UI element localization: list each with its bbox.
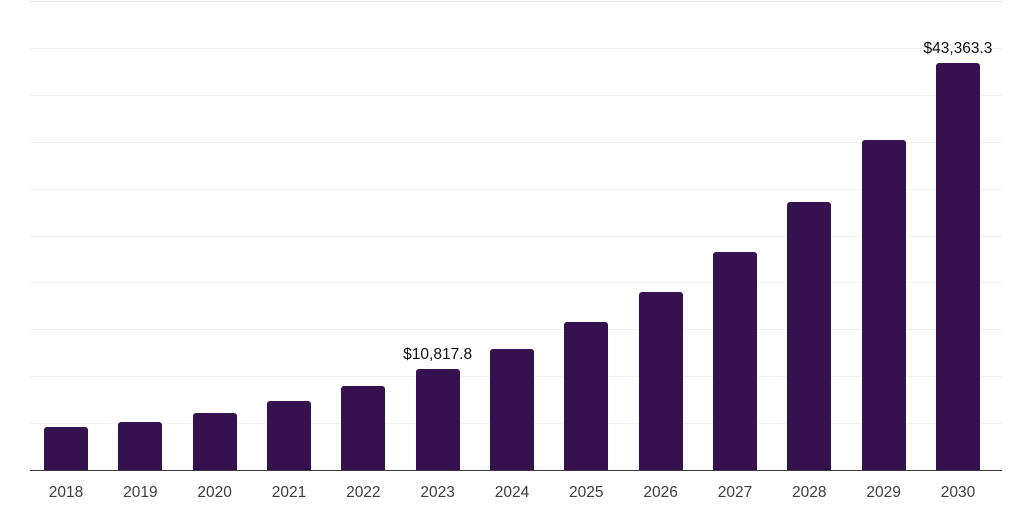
bar-2022 <box>341 385 386 470</box>
gridline <box>30 282 1002 284</box>
bar-2029 <box>861 139 906 470</box>
x-axis-label-2027: 2027 <box>717 484 753 501</box>
bar-2027 <box>712 252 757 470</box>
gridline <box>30 94 1002 96</box>
x-axis-label-2029: 2029 <box>866 484 901 501</box>
data-label-2030: $43,363.3 <box>923 40 993 58</box>
x-axis-label-2022: 2022 <box>346 484 381 501</box>
x-axis-label-2025: 2025 <box>569 484 604 501</box>
bar-2024 <box>489 349 534 470</box>
bar-2025 <box>564 321 609 470</box>
x-axis-label-2026: 2026 <box>643 484 678 501</box>
bar-2028 <box>787 201 832 470</box>
x-axis-label-2030: 2030 <box>940 484 976 501</box>
x-axis-label-2021: 2021 <box>271 484 307 501</box>
data-label-2023: $10,817.8 <box>403 345 473 363</box>
plot-area: $10,817.8 $43,363.3 <box>30 1 1002 471</box>
x-axis-label-2019: 2019 <box>123 484 158 501</box>
bar-2019 <box>118 422 163 470</box>
gridline <box>30 1 1002 2</box>
bar-2018 <box>44 426 88 470</box>
bar-2021 <box>266 400 311 470</box>
gridline <box>30 188 1002 190</box>
x-axis-line <box>30 469 1002 471</box>
bar-2026 <box>638 291 683 470</box>
x-axis-label-2018: 2018 <box>48 484 84 501</box>
gridline <box>30 329 1002 331</box>
x-axis-label-2024: 2024 <box>494 484 530 501</box>
bar-2020 <box>192 412 237 470</box>
x-axis-labels: 2018 2019 2020 2021 2022 2023 2024 2025 2026 2027… <box>30 483 1002 512</box>
gridline <box>30 235 1002 237</box>
x-axis-label-2020: 2020 <box>197 484 232 501</box>
bar-2023 <box>415 368 460 470</box>
x-axis-label-2028: 2028 <box>792 484 827 501</box>
gridline <box>30 47 1002 49</box>
x-axis-label-2023: 2023 <box>420 484 455 501</box>
bar-2030 <box>935 63 980 470</box>
gridline <box>30 141 1002 143</box>
